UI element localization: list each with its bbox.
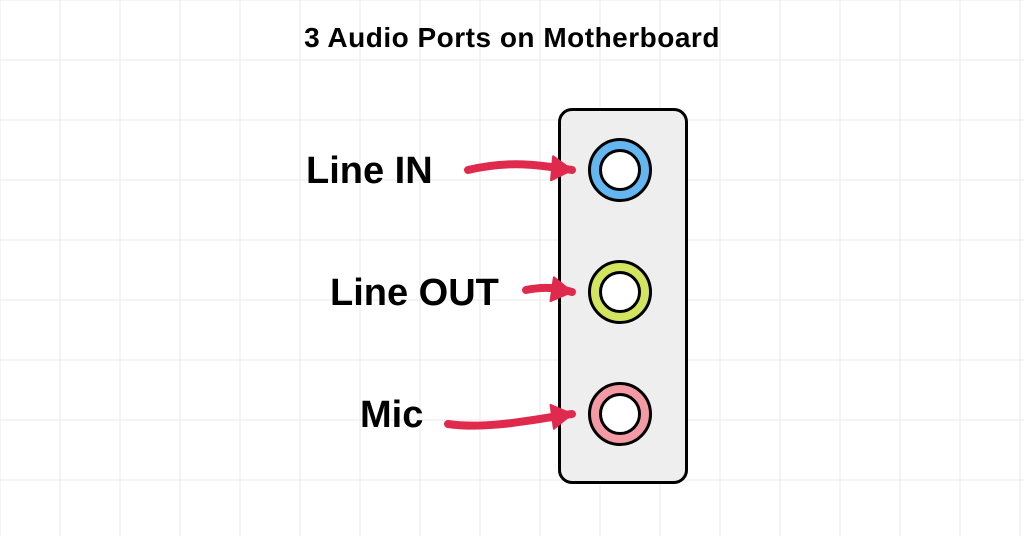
diagram-canvas: 3 Audio Ports on Motherboard Line INLine… <box>0 0 1024 536</box>
arrow-mic-head <box>551 405 572 429</box>
arrow-line-in-head <box>551 156 572 180</box>
arrows-layer <box>0 0 1024 536</box>
arrow-line-out-head <box>551 277 572 301</box>
